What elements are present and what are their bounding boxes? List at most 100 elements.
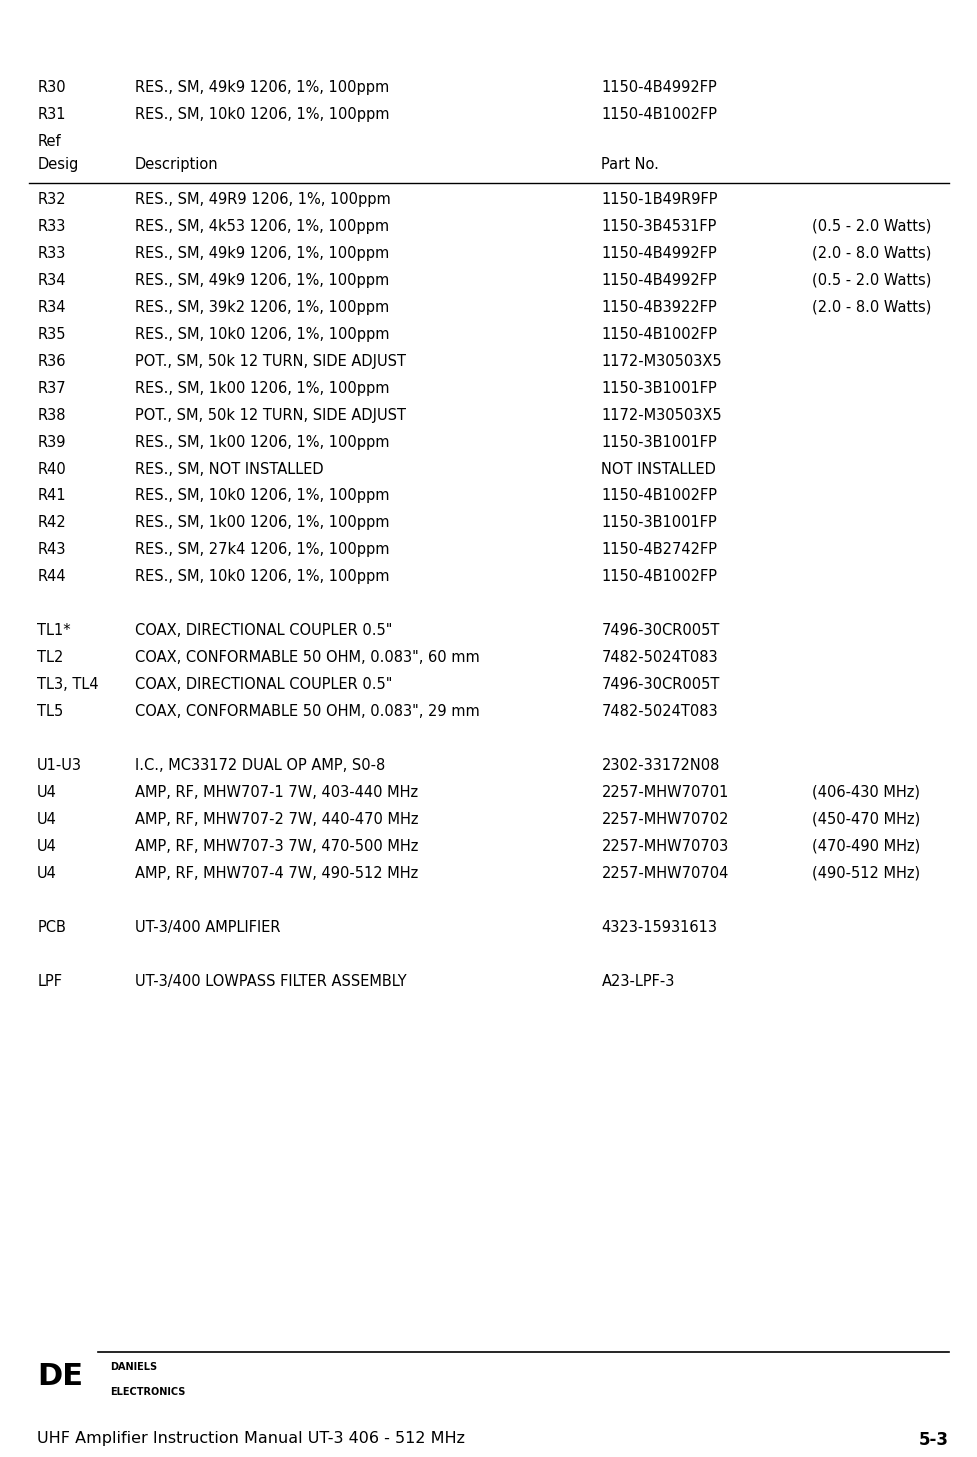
Text: TL2: TL2 — [37, 650, 64, 666]
Text: RES., SM, 49k9 1206, 1%, 100ppm: RES., SM, 49k9 1206, 1%, 100ppm — [135, 80, 389, 95]
Text: 2257-MHW70701: 2257-MHW70701 — [601, 785, 728, 800]
Text: 1172-M30503X5: 1172-M30503X5 — [601, 408, 721, 423]
Text: RES., SM, 49k9 1206, 1%, 100ppm: RES., SM, 49k9 1206, 1%, 100ppm — [135, 272, 389, 288]
Text: U4: U4 — [37, 839, 57, 854]
Text: R33: R33 — [37, 219, 65, 235]
Text: 2257-MHW70703: 2257-MHW70703 — [601, 839, 728, 854]
Text: AMP, RF, MHW707-1 7W, 403-440 MHz: AMP, RF, MHW707-1 7W, 403-440 MHz — [135, 785, 417, 800]
Text: RES., SM, 4k53 1206, 1%, 100ppm: RES., SM, 4k53 1206, 1%, 100ppm — [135, 219, 389, 235]
Text: (470-490 MHz): (470-490 MHz) — [811, 839, 919, 854]
Text: RES., SM, 1k00 1206, 1%, 100ppm: RES., SM, 1k00 1206, 1%, 100ppm — [135, 434, 389, 450]
Text: R31: R31 — [37, 108, 65, 122]
Text: R38: R38 — [37, 408, 65, 423]
Text: 1150-3B1001FP: 1150-3B1001FP — [601, 516, 716, 530]
Text: RES., SM, 10k0 1206, 1%, 100ppm: RES., SM, 10k0 1206, 1%, 100ppm — [135, 108, 389, 122]
Text: 7496-30CR005T: 7496-30CR005T — [601, 624, 719, 638]
Text: I.C., MC33172 DUAL OP AMP, S0-8: I.C., MC33172 DUAL OP AMP, S0-8 — [135, 758, 385, 774]
Text: COAX, CONFORMABLE 50 OHM, 0.083", 60 mm: COAX, CONFORMABLE 50 OHM, 0.083", 60 mm — [135, 650, 480, 666]
Text: TL3, TL4: TL3, TL4 — [37, 678, 99, 692]
Text: PCB: PCB — [37, 919, 66, 935]
Text: POT., SM, 50k 12 TURN, SIDE ADJUST: POT., SM, 50k 12 TURN, SIDE ADJUST — [135, 354, 405, 369]
Text: R40: R40 — [37, 462, 65, 476]
Text: DE: DE — [37, 1362, 83, 1391]
Text: 2302-33172N08: 2302-33172N08 — [601, 758, 719, 774]
Text: U4: U4 — [37, 865, 57, 881]
Text: R34: R34 — [37, 300, 65, 315]
Text: 1150-4B4992FP: 1150-4B4992FP — [601, 246, 716, 261]
Text: Part No.: Part No. — [601, 157, 658, 172]
Text: 1150-4B3922FP: 1150-4B3922FP — [601, 300, 716, 315]
Text: (0.5 - 2.0 Watts): (0.5 - 2.0 Watts) — [811, 272, 930, 288]
Text: R33: R33 — [37, 246, 65, 261]
Text: RES., SM, NOT INSTALLED: RES., SM, NOT INSTALLED — [135, 462, 323, 476]
Text: 7482-5024T083: 7482-5024T083 — [601, 704, 717, 720]
Text: (490-512 MHz): (490-512 MHz) — [811, 865, 919, 881]
Text: R41: R41 — [37, 488, 65, 504]
Text: TL5: TL5 — [37, 704, 64, 720]
Text: 1150-4B1002FP: 1150-4B1002FP — [601, 570, 717, 584]
Text: TL1*: TL1* — [37, 624, 70, 638]
Text: ELECTRONICS: ELECTRONICS — [110, 1387, 186, 1397]
Text: (2.0 - 8.0 Watts): (2.0 - 8.0 Watts) — [811, 246, 930, 261]
Text: U4: U4 — [37, 785, 57, 800]
Text: R32: R32 — [37, 192, 65, 207]
Text: RES., SM, 39k2 1206, 1%, 100ppm: RES., SM, 39k2 1206, 1%, 100ppm — [135, 300, 389, 315]
Text: 2257-MHW70702: 2257-MHW70702 — [601, 812, 728, 828]
Text: 5-3: 5-3 — [917, 1431, 948, 1448]
Text: RES., SM, 49k9 1206, 1%, 100ppm: RES., SM, 49k9 1206, 1%, 100ppm — [135, 246, 389, 261]
Text: (2.0 - 8.0 Watts): (2.0 - 8.0 Watts) — [811, 300, 930, 315]
Text: UT-3/400 LOWPASS FILTER ASSEMBLY: UT-3/400 LOWPASS FILTER ASSEMBLY — [135, 973, 406, 989]
Text: RES., SM, 10k0 1206, 1%, 100ppm: RES., SM, 10k0 1206, 1%, 100ppm — [135, 488, 389, 504]
Text: R44: R44 — [37, 570, 65, 584]
Text: R34: R34 — [37, 272, 65, 288]
Text: (406-430 MHz): (406-430 MHz) — [811, 785, 918, 800]
Text: R43: R43 — [37, 542, 65, 558]
Text: 1150-4B4992FP: 1150-4B4992FP — [601, 272, 716, 288]
Text: 1150-4B4992FP: 1150-4B4992FP — [601, 80, 716, 95]
Text: POT., SM, 50k 12 TURN, SIDE ADJUST: POT., SM, 50k 12 TURN, SIDE ADJUST — [135, 408, 405, 423]
Text: DANIELS: DANIELS — [110, 1362, 157, 1372]
Text: UHF Amplifier Instruction Manual UT-3 406 - 512 MHz: UHF Amplifier Instruction Manual UT-3 40… — [37, 1431, 465, 1445]
Text: Ref: Ref — [37, 134, 61, 149]
Text: NOT INSTALLED: NOT INSTALLED — [601, 462, 715, 476]
Text: LPF: LPF — [37, 973, 63, 989]
Text: 2257-MHW70704: 2257-MHW70704 — [601, 865, 728, 881]
Text: Description: Description — [135, 157, 219, 172]
Text: 1150-1B49R9FP: 1150-1B49R9FP — [601, 192, 717, 207]
Text: A23-LPF-3: A23-LPF-3 — [601, 973, 674, 989]
Text: R42: R42 — [37, 516, 65, 530]
Text: 1150-3B1001FP: 1150-3B1001FP — [601, 380, 716, 396]
Text: COAX, DIRECTIONAL COUPLER 0.5": COAX, DIRECTIONAL COUPLER 0.5" — [135, 678, 392, 692]
Text: AMP, RF, MHW707-3 7W, 470-500 MHz: AMP, RF, MHW707-3 7W, 470-500 MHz — [135, 839, 418, 854]
Text: (450-470 MHz): (450-470 MHz) — [811, 812, 919, 828]
Text: 7482-5024T083: 7482-5024T083 — [601, 650, 717, 666]
Text: U4: U4 — [37, 812, 57, 828]
Text: R35: R35 — [37, 326, 65, 342]
Text: RES., SM, 27k4 1206, 1%, 100ppm: RES., SM, 27k4 1206, 1%, 100ppm — [135, 542, 389, 558]
Text: COAX, DIRECTIONAL COUPLER 0.5": COAX, DIRECTIONAL COUPLER 0.5" — [135, 624, 392, 638]
Text: 1150-4B2742FP: 1150-4B2742FP — [601, 542, 717, 558]
Text: U1-U3: U1-U3 — [37, 758, 82, 774]
Text: 1172-M30503X5: 1172-M30503X5 — [601, 354, 721, 369]
Text: RES., SM, 1k00 1206, 1%, 100ppm: RES., SM, 1k00 1206, 1%, 100ppm — [135, 380, 389, 396]
Text: UT-3/400 AMPLIFIER: UT-3/400 AMPLIFIER — [135, 919, 280, 935]
Text: R39: R39 — [37, 434, 65, 450]
Text: R30: R30 — [37, 80, 65, 95]
Text: AMP, RF, MHW707-4 7W, 490-512 MHz: AMP, RF, MHW707-4 7W, 490-512 MHz — [135, 865, 418, 881]
Text: 7496-30CR005T: 7496-30CR005T — [601, 678, 719, 692]
Text: Desig: Desig — [37, 157, 78, 172]
Text: 1150-4B1002FP: 1150-4B1002FP — [601, 108, 717, 122]
Text: R37: R37 — [37, 380, 65, 396]
Text: RES., SM, 1k00 1206, 1%, 100ppm: RES., SM, 1k00 1206, 1%, 100ppm — [135, 516, 389, 530]
Text: COAX, CONFORMABLE 50 OHM, 0.083", 29 mm: COAX, CONFORMABLE 50 OHM, 0.083", 29 mm — [135, 704, 480, 720]
Text: 1150-4B1002FP: 1150-4B1002FP — [601, 488, 717, 504]
Text: RES., SM, 10k0 1206, 1%, 100ppm: RES., SM, 10k0 1206, 1%, 100ppm — [135, 570, 389, 584]
Text: RES., SM, 49R9 1206, 1%, 100ppm: RES., SM, 49R9 1206, 1%, 100ppm — [135, 192, 391, 207]
Text: 4323-15931613: 4323-15931613 — [601, 919, 717, 935]
Text: (0.5 - 2.0 Watts): (0.5 - 2.0 Watts) — [811, 219, 930, 235]
Text: RES., SM, 10k0 1206, 1%, 100ppm: RES., SM, 10k0 1206, 1%, 100ppm — [135, 326, 389, 342]
Text: AMP, RF, MHW707-2 7W, 440-470 MHz: AMP, RF, MHW707-2 7W, 440-470 MHz — [135, 812, 418, 828]
Text: R36: R36 — [37, 354, 65, 369]
Text: 1150-3B1001FP: 1150-3B1001FP — [601, 434, 716, 450]
Text: 1150-4B1002FP: 1150-4B1002FP — [601, 326, 717, 342]
